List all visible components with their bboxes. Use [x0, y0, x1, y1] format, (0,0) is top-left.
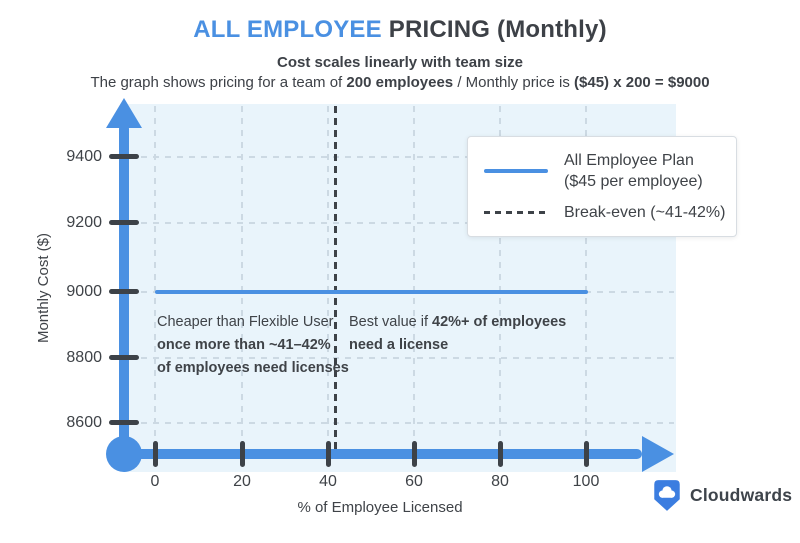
y-tick-label: 8800 [66, 349, 102, 366]
x-tick [240, 441, 245, 467]
gridline-x20 [241, 106, 243, 452]
all-employee-plan-line [155, 290, 588, 294]
x-tick-label: 80 [491, 473, 509, 490]
subtitle-line1: Cost scales linearly with team size [277, 54, 523, 71]
y-tick [109, 355, 139, 360]
annotation-left: Cheaper than Flexible User once more tha… [157, 311, 349, 380]
x-tick [153, 441, 158, 467]
gridline-x100 [585, 106, 587, 452]
annotation-right: Best value if 42%+ of employees need a l… [349, 311, 566, 357]
subtitle-segment: The graph shows pricing for a team of [90, 74, 347, 91]
brand-name: Cloudwards [690, 485, 793, 505]
y-tick-label: 9400 [66, 148, 102, 165]
gridline-y9400 [129, 156, 674, 158]
subtitle-segment: / Monthly price is [453, 74, 575, 91]
x-tick-label: 40 [319, 473, 337, 490]
x-tick [584, 441, 589, 467]
gridline-y8800 [129, 357, 674, 359]
annotation-left-line1: Cheaper than Flexible User [157, 314, 334, 330]
title-rest: PRICING (Monthly) [388, 16, 607, 43]
gridline-y9200 [129, 222, 674, 224]
legend-breakeven-label: Break-even (~41-42%) [564, 203, 726, 221]
annotation-left-line2: once more than ~41–42% [157, 337, 331, 353]
cloud-shield-icon [654, 480, 680, 511]
y-tick-label: 8600 [66, 414, 102, 431]
x-tick [498, 441, 503, 467]
annotation-right-line1: Best value if 42%+ of employees [349, 311, 566, 334]
gridline-x40 [327, 106, 329, 452]
y-axis-title: Monthly Cost ($) [35, 232, 52, 344]
legend-plan-label: All Employee Plan ($45 per employee) [564, 150, 703, 192]
subtitle-bold-price: ($45) x 200 = $9000 [574, 74, 710, 91]
x-tick-label: 0 [150, 473, 160, 490]
y-tick-label: 9200 [66, 214, 102, 231]
y-axis-arrow-icon [106, 98, 142, 128]
y-tick [109, 220, 139, 225]
subtitle-bold-team: 200 employees [346, 74, 454, 91]
legend-item-breakeven: Break-even (~41-42%) [468, 202, 736, 223]
x-tick-label: 20 [233, 473, 251, 490]
gridline-x80 [499, 106, 501, 452]
title-highlight: ALL EMPLOYEE [193, 16, 382, 43]
annotation-left-line3: of employees need licenses [157, 360, 349, 376]
y-tick [109, 154, 139, 159]
annotation-right-regular: Best value if [349, 314, 433, 330]
legend-plan-line2: ($45 per employee) [564, 173, 703, 191]
page-title: ALL EMPLOYEE PRICING (Monthly) [0, 16, 800, 44]
break-even-line [334, 106, 337, 450]
gridline-x0 [154, 106, 156, 452]
legend-plan-line1: All Employee Plan [564, 152, 694, 170]
x-axis [124, 449, 642, 459]
x-tick [412, 441, 417, 467]
legend-item-plan: All Employee Plan ($45 per employee) [468, 150, 736, 192]
x-tick-label: 60 [405, 473, 423, 490]
origin-dot [106, 436, 142, 472]
gridline-y8600 [129, 422, 674, 424]
subtitle-line2: The graph shows pricing for a team of 20… [0, 74, 800, 91]
x-tick [326, 441, 331, 467]
y-tick-label: 9000 [66, 283, 102, 300]
dashed-line-swatch-icon [484, 210, 548, 214]
x-axis-title: % of Employee Licensed [297, 499, 463, 516]
annotation-right-line2: need a license [349, 337, 449, 353]
annotation-right-bold: 42%+ of employees [432, 314, 567, 330]
brand-logo: Cloudwards [652, 478, 792, 513]
y-tick [109, 420, 139, 425]
y-tick [109, 289, 139, 294]
gridline-x60 [413, 106, 415, 452]
x-axis-arrow-icon [642, 436, 674, 472]
legend: All Employee Plan ($45 per employee) Bre… [467, 136, 737, 237]
x-tick-label: 100 [572, 473, 600, 490]
solid-line-swatch-icon [484, 169, 548, 174]
